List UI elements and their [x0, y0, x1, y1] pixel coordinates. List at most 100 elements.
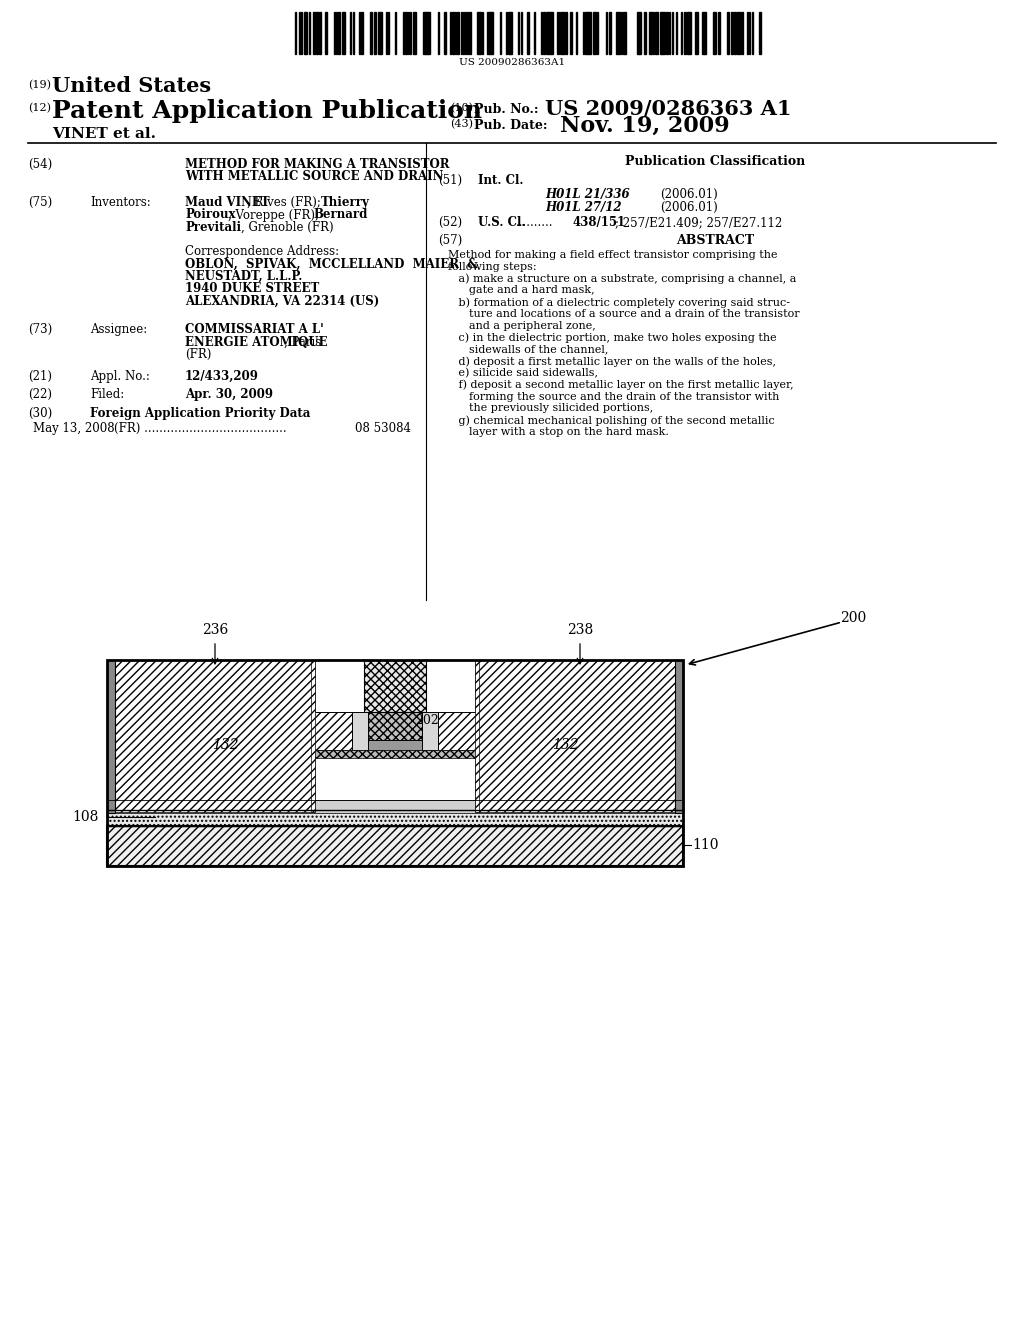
Text: layer with a stop on the hard mask.: layer with a stop on the hard mask.	[449, 426, 669, 437]
Bar	[342, 12, 344, 54]
Bar	[106, 660, 683, 866]
Text: (43): (43)	[450, 119, 473, 129]
Bar	[689, 12, 691, 54]
Bar	[562, 12, 564, 54]
Bar	[623, 12, 625, 54]
Bar	[378, 12, 380, 54]
Bar	[490, 12, 493, 54]
Bar	[741, 12, 743, 54]
Text: (73): (73)	[28, 323, 52, 337]
Bar	[106, 800, 683, 813]
Text: Appl. No.:: Appl. No.:	[90, 370, 150, 383]
Bar	[565, 12, 567, 54]
Bar	[364, 660, 426, 711]
Bar	[106, 810, 683, 826]
Bar	[675, 660, 683, 813]
Bar	[649, 12, 651, 54]
Bar	[714, 12, 716, 54]
Text: VINET et al.: VINET et al.	[52, 127, 156, 141]
Text: 438/151: 438/151	[573, 216, 626, 228]
Text: d) deposit a first metallic layer on the walls of the holes,: d) deposit a first metallic layer on the…	[449, 356, 776, 367]
Bar	[655, 12, 658, 54]
Text: US 20090286363A1: US 20090286363A1	[459, 58, 565, 67]
Text: 110: 110	[692, 838, 719, 851]
Text: Bernard: Bernard	[313, 209, 368, 222]
Text: , Voreppe (FR);: , Voreppe (FR);	[228, 209, 324, 222]
Text: Foreign Application Priority Data: Foreign Application Priority Data	[90, 407, 310, 420]
Bar	[543, 12, 545, 54]
Bar	[423, 12, 425, 54]
Bar	[312, 711, 352, 750]
Bar	[319, 12, 321, 54]
Bar	[444, 12, 446, 54]
Bar	[551, 12, 553, 54]
Text: ture and locations of a source and a drain of the transistor: ture and locations of a source and a dra…	[449, 309, 800, 319]
Text: (21): (21)	[28, 370, 52, 383]
Bar	[731, 12, 733, 54]
Bar	[457, 12, 459, 54]
Text: 200: 200	[840, 611, 866, 624]
Bar	[589, 12, 591, 54]
Text: (19): (19)	[28, 81, 51, 90]
Text: (2006.01): (2006.01)	[660, 187, 718, 201]
Text: OBLON,  SPIVAK,  MCCLELLAND  MAIER  &: OBLON, SPIVAK, MCCLELLAND MAIER &	[185, 257, 478, 271]
Bar	[469, 12, 471, 54]
Text: NEUSTADT, L.L.P.: NEUSTADT, L.L.P.	[185, 271, 302, 282]
Text: (30): (30)	[28, 407, 52, 420]
Bar	[475, 660, 675, 812]
Text: ..........: ..........	[516, 216, 554, 228]
Text: (10): (10)	[450, 103, 473, 114]
Bar	[487, 12, 490, 54]
Bar	[705, 12, 706, 54]
Bar	[546, 12, 548, 54]
Text: Previtali: Previtali	[185, 220, 241, 234]
Text: 1940 DUKE STREET: 1940 DUKE STREET	[185, 282, 319, 296]
Text: forming the source and the drain of the transistor with: forming the source and the drain of the …	[449, 392, 779, 401]
Text: H01L 27/12: H01L 27/12	[545, 201, 622, 214]
Bar	[666, 12, 668, 54]
Text: 08 53084: 08 53084	[355, 422, 411, 436]
Bar	[115, 660, 315, 812]
Bar	[696, 12, 698, 54]
Bar	[637, 12, 639, 54]
Bar	[312, 750, 478, 758]
Bar	[477, 12, 480, 54]
Bar	[106, 826, 683, 866]
Bar	[370, 12, 372, 54]
Text: H01L 21/336: H01L 21/336	[545, 187, 630, 201]
Text: Int. Cl.: Int. Cl.	[478, 174, 523, 187]
Text: (52): (52)	[438, 216, 462, 228]
Bar	[361, 12, 362, 54]
Text: (FR) ......................................: (FR) ...................................…	[99, 422, 287, 436]
Text: Correspondence Address:: Correspondence Address:	[185, 246, 339, 257]
Text: Maud VINET: Maud VINET	[185, 195, 269, 209]
Text: (12): (12)	[28, 103, 51, 114]
Bar	[718, 12, 720, 54]
Text: Patent Application Publication: Patent Application Publication	[52, 99, 482, 123]
Text: , Grenoble (FR): , Grenoble (FR)	[241, 220, 334, 234]
Bar	[639, 12, 641, 54]
Text: COMMISSARIAT A L': COMMISSARIAT A L'	[185, 323, 324, 337]
Text: sidewalls of the channel,: sidewalls of the channel,	[449, 345, 608, 354]
Bar	[644, 12, 646, 54]
Text: United States: United States	[52, 77, 211, 96]
Text: 132: 132	[552, 738, 579, 752]
Bar	[738, 12, 740, 54]
Bar	[548, 12, 551, 54]
Bar	[380, 12, 382, 54]
Bar	[616, 12, 618, 54]
Text: b) formation of a dielectric completely covering said struc-: b) formation of a dielectric completely …	[449, 297, 790, 308]
Bar	[734, 12, 736, 54]
Bar	[352, 711, 368, 750]
Text: Nov. 19, 2009: Nov. 19, 2009	[560, 115, 730, 137]
Bar	[702, 12, 705, 54]
Text: (57): (57)	[438, 234, 462, 247]
Text: f) deposit a second metallic layer on the first metallic layer,: f) deposit a second metallic layer on th…	[449, 380, 794, 391]
Text: (75): (75)	[28, 195, 52, 209]
Text: ALEXANDRIA, VA 22314 (US): ALEXANDRIA, VA 22314 (US)	[185, 294, 379, 308]
Text: 236: 236	[202, 623, 228, 638]
Bar	[368, 741, 422, 750]
Text: 12/433,209: 12/433,209	[185, 370, 259, 383]
Bar	[428, 12, 430, 54]
Text: 238: 238	[567, 623, 593, 638]
